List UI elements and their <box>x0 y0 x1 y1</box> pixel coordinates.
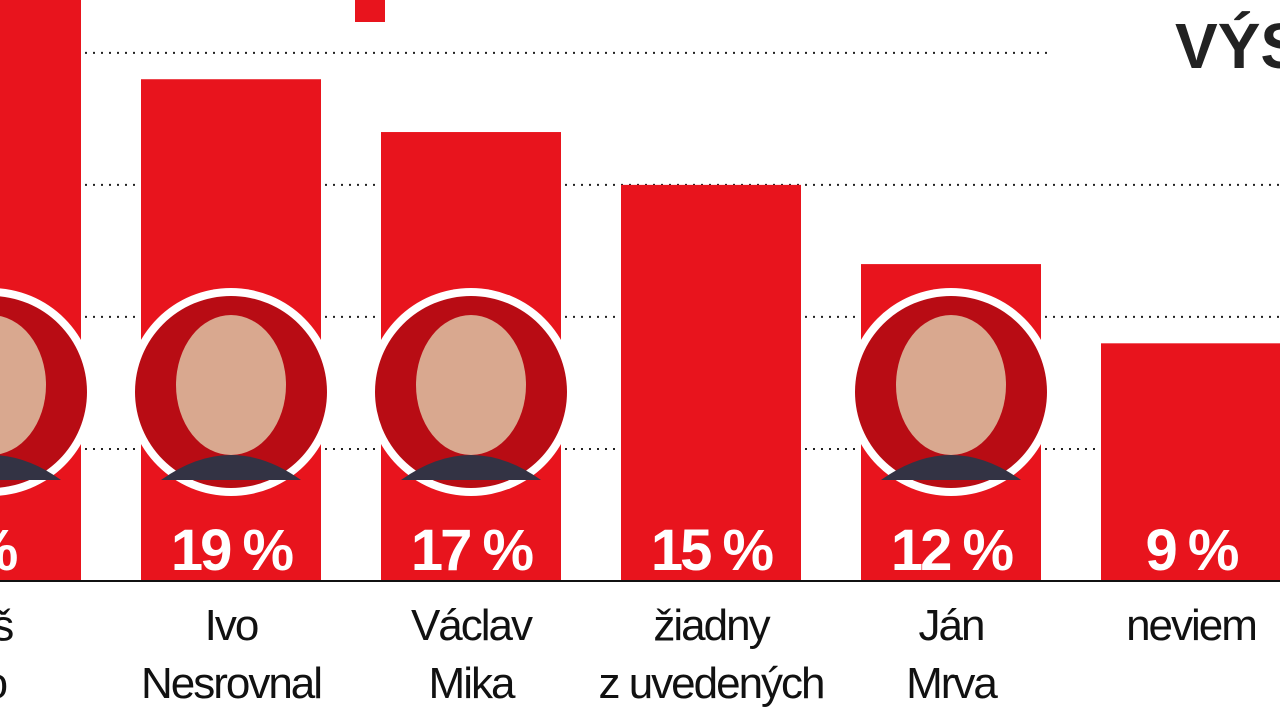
x-tick-label: Václav <box>411 601 533 650</box>
photo-shoulders <box>161 455 301 480</box>
chart-title: VÝS <box>1175 10 1280 82</box>
value-label: 19 % <box>171 518 294 583</box>
x-tick-label: lo <box>0 659 7 708</box>
x-tick-label: žiadny <box>653 601 770 650</box>
photo-face <box>416 315 526 455</box>
x-tick-label: Nesrovnal <box>141 659 321 708</box>
photo-face <box>896 315 1006 455</box>
value-label: % <box>0 518 18 583</box>
photo-shoulders <box>881 455 1021 480</box>
photo-face <box>0 315 46 455</box>
x-tick-label: neviem <box>1126 601 1256 650</box>
x-tick-label: Mrva <box>906 659 998 708</box>
value-label: 12 % <box>891 518 1014 583</box>
decoration <box>355 0 385 22</box>
bar <box>1101 343 1280 581</box>
value-label: 9 % <box>1146 518 1239 583</box>
bar <box>621 184 801 581</box>
x-tick-label: Ivo <box>205 601 258 650</box>
x-tick-label: úš <box>0 601 13 650</box>
title-backdrop <box>1050 0 1280 80</box>
x-tick-label: Mika <box>429 659 516 708</box>
photo-shoulders <box>401 455 541 480</box>
x-tick-label: Ján <box>919 601 984 650</box>
value-label: 17 % <box>411 518 534 583</box>
photo-face <box>176 315 286 455</box>
photo-shoulders <box>0 455 61 480</box>
x-tick-label: z uvedených <box>598 659 823 708</box>
value-label: 15 % <box>651 518 774 583</box>
